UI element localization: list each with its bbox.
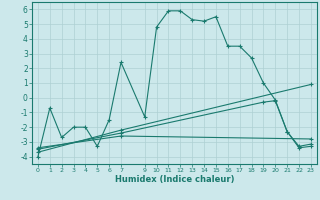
X-axis label: Humidex (Indice chaleur): Humidex (Indice chaleur) bbox=[115, 175, 234, 184]
